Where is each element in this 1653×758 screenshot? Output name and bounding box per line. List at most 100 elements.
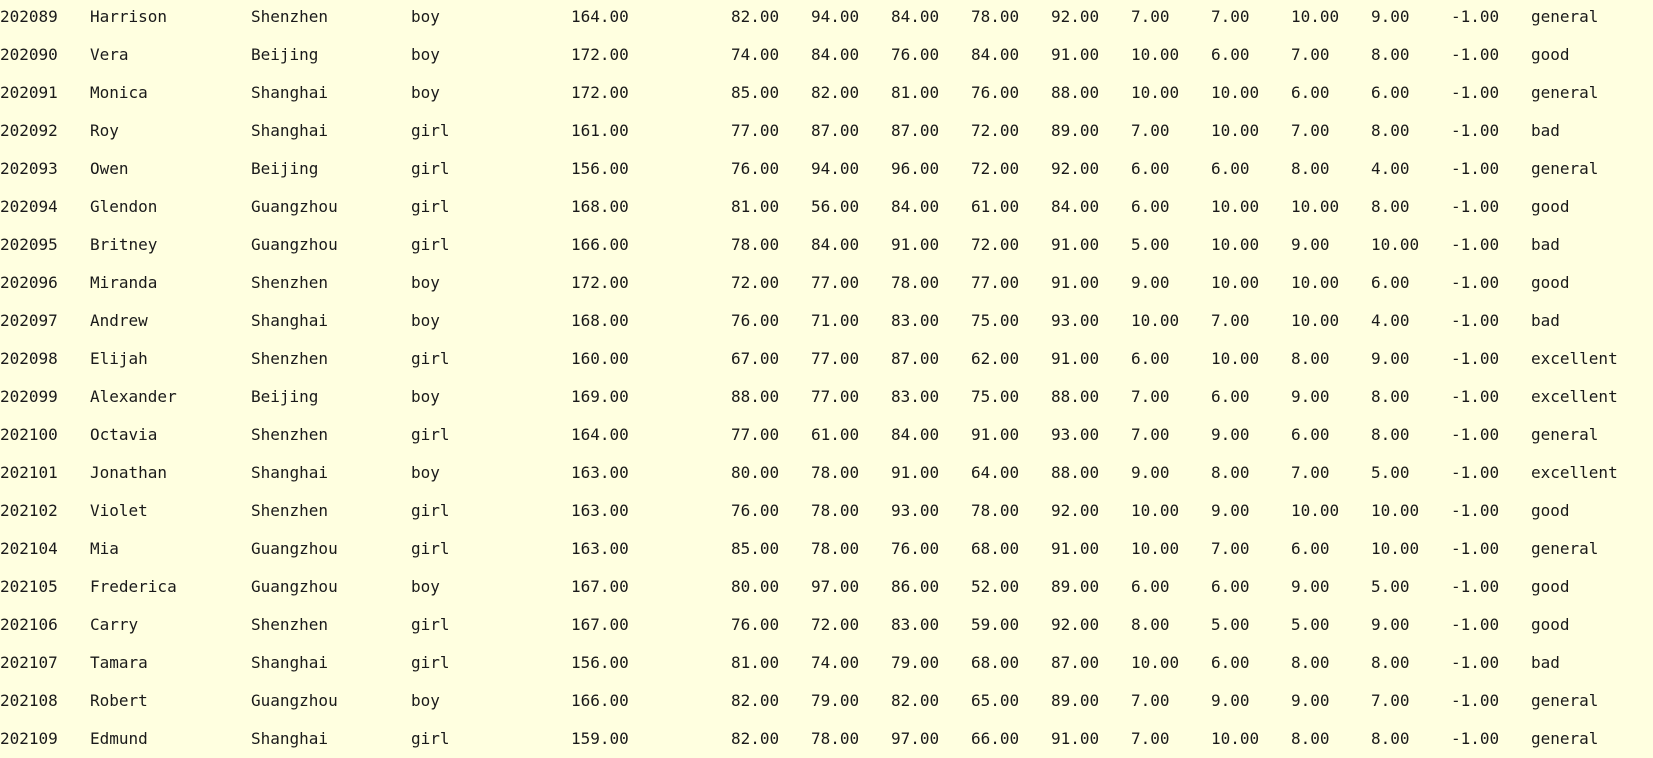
cell-score-3: 93.00 [891,501,940,520]
cell-height: 163.00 [571,539,629,558]
cell-rating-3: 9.00 [1291,577,1330,596]
cell-score-2: 77.00 [811,387,860,406]
cell-name: Britney [90,235,158,254]
cell-gender: boy [411,691,440,710]
cell-flag: -1.00 [1451,387,1500,406]
cell-gender: girl [411,159,450,178]
cell-score-4: 72.00 [971,159,1020,178]
cell-city: Shanghai [251,121,329,140]
cell-score-4: 72.00 [971,121,1020,140]
cell-score-3: 83.00 [891,615,940,634]
cell-grade: general [1531,83,1599,102]
cell-city: Guangzhou [251,197,338,216]
cell-score-3: 83.00 [891,387,940,406]
cell-grade: general [1531,539,1599,558]
cell-score-4: 84.00 [971,45,1020,64]
cell-rating-4: 4.00 [1371,159,1410,178]
cell-id: 202092 [0,121,58,140]
cell-flag: -1.00 [1451,311,1500,330]
cell-rating-2: 10.00 [1211,121,1260,140]
cell-score-5: 88.00 [1051,463,1100,482]
cell-score-5: 92.00 [1051,7,1100,26]
cell-rating-2: 10.00 [1211,273,1260,292]
cell-score-1: 74.00 [731,45,780,64]
cell-score-4: 68.00 [971,653,1020,672]
cell-id: 202098 [0,349,58,368]
cell-name: Violet [90,501,148,520]
cell-rating-3: 10.00 [1291,7,1340,26]
cell-score-1: 67.00 [731,349,780,368]
cell-city: Beijing [251,387,319,406]
cell-rating-3: 6.00 [1291,83,1330,102]
cell-rating-1: 9.00 [1131,463,1170,482]
cell-score-5: 92.00 [1051,159,1100,178]
cell-score-1: 88.00 [731,387,780,406]
cell-rating-1: 6.00 [1131,349,1170,368]
cell-score-3: 76.00 [891,45,940,64]
cell-gender: girl [411,615,450,634]
cell-city: Beijing [251,45,319,64]
cell-score-3: 91.00 [891,463,940,482]
cell-height: 168.00 [571,311,629,330]
cell-score-5: 88.00 [1051,83,1100,102]
table-row: 202090 Vera Beijing boy 172.00 74.00 84.00 76.0… [0,38,1653,76]
cell-rating-1: 6.00 [1131,197,1170,216]
cell-rating-2: 6.00 [1211,387,1250,406]
cell-rating-3: 9.00 [1291,387,1330,406]
cell-score-5: 87.00 [1051,653,1100,672]
cell-rating-1: 7.00 [1131,729,1170,748]
cell-rating-1: 10.00 [1131,539,1180,558]
cell-flag: -1.00 [1451,653,1500,672]
cell-score-3: 82.00 [891,691,940,710]
cell-score-2: 72.00 [811,615,860,634]
cell-name: Glendon [90,197,158,216]
cell-score-5: 88.00 [1051,387,1100,406]
cell-flag: -1.00 [1451,691,1500,710]
cell-grade: bad [1531,311,1560,330]
cell-rating-3: 9.00 [1291,235,1330,254]
cell-score-4: 64.00 [971,463,1020,482]
cell-rating-3: 10.00 [1291,273,1340,292]
cell-score-1: 77.00 [731,425,780,444]
cell-rating-4: 8.00 [1371,425,1410,444]
cell-score-2: 78.00 [811,729,860,748]
cell-rating-4: 5.00 [1371,463,1410,482]
cell-score-3: 86.00 [891,577,940,596]
cell-rating-3: 8.00 [1291,159,1330,178]
cell-score-4: 68.00 [971,539,1020,558]
table-row: 202100 Octavia Shenzhen girl 164.00 77.00 61.0… [0,418,1653,456]
cell-rating-2: 9.00 [1211,501,1250,520]
cell-rating-4: 7.00 [1371,691,1410,710]
table-row: 202097 Andrew Shanghai boy 168.00 76.00 71.00 8… [0,304,1653,342]
cell-grade: excellent [1531,349,1618,368]
cell-score-2: 94.00 [811,159,860,178]
cell-score-2: 77.00 [811,349,860,368]
cell-rating-1: 9.00 [1131,273,1170,292]
cell-rating-1: 6.00 [1131,577,1170,596]
table-row: 202105 Frederica Guangzhou boy 167.00 80.00 97… [0,570,1653,608]
cell-flag: -1.00 [1451,729,1500,748]
cell-rating-3: 6.00 [1291,539,1330,558]
cell-score-5: 93.00 [1051,311,1100,330]
cell-gender: girl [411,501,450,520]
cell-score-1: 80.00 [731,463,780,482]
cell-height: 167.00 [571,577,629,596]
cell-score-4: 75.00 [971,387,1020,406]
cell-id: 202089 [0,7,58,26]
cell-height: 168.00 [571,197,629,216]
cell-rating-2: 6.00 [1211,159,1250,178]
cell-rating-2: 7.00 [1211,539,1250,558]
cell-gender: girl [411,121,450,140]
cell-id: 202094 [0,197,58,216]
cell-score-2: 79.00 [811,691,860,710]
cell-score-1: 85.00 [731,83,780,102]
cell-height: 156.00 [571,159,629,178]
cell-name: Andrew [90,311,148,330]
cell-city: Beijing [251,159,319,178]
cell-flag: -1.00 [1451,273,1500,292]
table-row: 202092 Roy Shanghai girl 161.00 77.00 87.00 87.… [0,114,1653,152]
cell-name: Elijah [90,349,148,368]
cell-score-1: 81.00 [731,197,780,216]
cell-score-5: 91.00 [1051,349,1100,368]
cell-city: Shanghai [251,83,329,102]
